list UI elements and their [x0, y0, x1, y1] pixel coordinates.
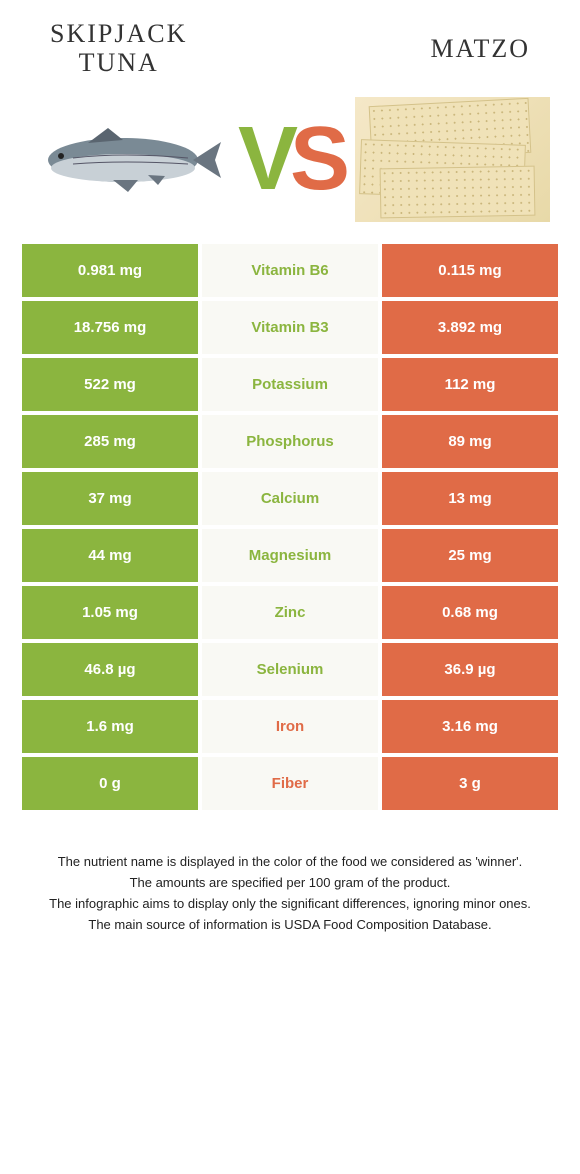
table-row: 522 mgPotassium112 mg — [20, 356, 560, 413]
left-value: 46.8 µg — [20, 641, 200, 698]
right-value: 0.115 mg — [380, 242, 560, 299]
left-value: 522 mg — [20, 356, 200, 413]
left-value: 0.981 mg — [20, 242, 200, 299]
right-value: 25 mg — [380, 527, 560, 584]
left-value: 1.05 mg — [20, 584, 200, 641]
table-row: 0 gFiber3 g — [20, 755, 560, 812]
nutrient-name: Calcium — [200, 470, 380, 527]
food1-image — [30, 97, 225, 222]
right-value: 13 mg — [380, 470, 560, 527]
header: Skipjack tuna Matzo — [20, 10, 560, 97]
footer-line2: The amounts are specified per 100 gram o… — [40, 873, 540, 894]
nutrient-name: Iron — [200, 698, 380, 755]
images-row: VS — [20, 97, 560, 242]
vs-text: VS — [238, 108, 342, 211]
nutrient-name: Phosphorus — [200, 413, 380, 470]
table-row: 1.6 mgIron3.16 mg — [20, 698, 560, 755]
fish-icon — [33, 120, 223, 200]
right-value: 3 g — [380, 755, 560, 812]
left-value: 37 mg — [20, 470, 200, 527]
nutrient-name: Zinc — [200, 584, 380, 641]
footer: The nutrient name is displayed in the co… — [20, 812, 560, 955]
left-value: 285 mg — [20, 413, 200, 470]
right-value: 0.68 mg — [380, 584, 560, 641]
nutrient-name: Vitamin B6 — [200, 242, 380, 299]
comparison-table: 0.981 mgVitamin B60.115 mg18.756 mgVitam… — [20, 242, 560, 812]
nutrient-name: Vitamin B3 — [200, 299, 380, 356]
left-value: 44 mg — [20, 527, 200, 584]
nutrient-name: Potassium — [200, 356, 380, 413]
table-row: 0.981 mgVitamin B60.115 mg — [20, 242, 560, 299]
vs-s: S — [290, 109, 342, 209]
table-row: 44 mgMagnesium25 mg — [20, 527, 560, 584]
nutrient-name: Magnesium — [200, 527, 380, 584]
right-value: 36.9 µg — [380, 641, 560, 698]
footer-line3: The infographic aims to display only the… — [40, 894, 540, 915]
left-value: 18.756 mg — [20, 299, 200, 356]
right-value: 3.16 mg — [380, 698, 560, 755]
food1-line1: Skipjack — [50, 20, 187, 49]
matzo-icon — [355, 97, 550, 222]
left-value: 1.6 mg — [20, 698, 200, 755]
vs-v: V — [238, 109, 290, 209]
food2-image — [355, 97, 550, 222]
table-row: 37 mgCalcium13 mg — [20, 470, 560, 527]
footer-line1: The nutrient name is displayed in the co… — [40, 852, 540, 873]
nutrient-name: Selenium — [200, 641, 380, 698]
table-row: 18.756 mgVitamin B33.892 mg — [20, 299, 560, 356]
footer-line4: The main source of information is USDA F… — [40, 915, 540, 936]
food1-line2: tuna — [50, 49, 187, 78]
table-row: 285 mgPhosphorus89 mg — [20, 413, 560, 470]
nutrient-name: Fiber — [200, 755, 380, 812]
food1-title: Skipjack tuna — [50, 20, 187, 77]
right-value: 3.892 mg — [380, 299, 560, 356]
left-value: 0 g — [20, 755, 200, 812]
right-value: 112 mg — [380, 356, 560, 413]
food2-title: Matzo — [430, 34, 530, 64]
table-row: 1.05 mgZinc0.68 mg — [20, 584, 560, 641]
right-value: 89 mg — [380, 413, 560, 470]
table-row: 46.8 µgSelenium36.9 µg — [20, 641, 560, 698]
